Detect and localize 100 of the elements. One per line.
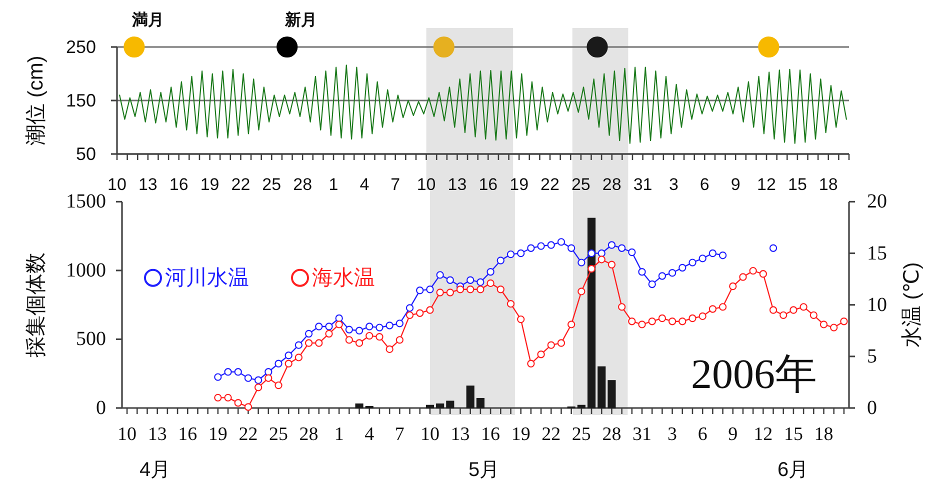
x-tick-label: 25 — [262, 175, 282, 194]
x-tick-label: 10 — [420, 424, 440, 445]
x-tick-label: 12 — [754, 424, 773, 445]
point — [718, 251, 727, 260]
point — [598, 249, 606, 258]
annotation: 2006年 — [691, 352, 817, 398]
x-tick-label: 10 — [118, 424, 137, 445]
point — [335, 314, 343, 322]
point — [557, 238, 566, 246]
point — [244, 374, 252, 382]
point — [648, 280, 656, 288]
x-tick-label: 22 — [540, 175, 560, 194]
y-axis-title: 潮位 (cm) — [24, 56, 48, 146]
x-tick-label: 7 — [394, 424, 404, 445]
y-tick-label: 50 — [76, 144, 96, 164]
point — [688, 258, 696, 266]
point — [254, 376, 262, 384]
point — [567, 244, 576, 252]
x-tick-label: 13 — [138, 175, 158, 194]
x-tick-label: 9 — [730, 175, 740, 194]
y2-tick-label: 0 — [867, 397, 877, 419]
point — [588, 249, 596, 258]
x-tick-label: 25 — [571, 175, 590, 194]
point — [527, 244, 535, 252]
bar — [426, 404, 434, 408]
x-tick-label: 15 — [784, 424, 803, 445]
x-tick-label: 15 — [788, 175, 807, 194]
point — [304, 330, 313, 338]
line-series — [119, 64, 847, 144]
x-tick-label: 25 — [269, 424, 288, 445]
bar — [476, 398, 484, 408]
point — [628, 248, 636, 256]
x-tick-label: 10 — [416, 175, 436, 194]
x-tick-label: 22 — [542, 424, 561, 445]
point — [325, 322, 333, 330]
point — [436, 271, 444, 279]
x-tick-label: 16 — [169, 175, 188, 194]
bar — [587, 218, 596, 408]
point — [476, 278, 484, 286]
x-tick-label: 13 — [450, 424, 470, 445]
point — [355, 326, 364, 334]
point — [668, 269, 676, 277]
y2-tick-label: 15 — [867, 242, 887, 264]
point — [294, 341, 303, 349]
point — [678, 264, 686, 272]
point — [406, 304, 414, 312]
x-tick-label: 19 — [511, 424, 530, 445]
y-tick-label: 500 — [76, 328, 106, 350]
x-tick-label: 31 — [632, 424, 652, 445]
x-tick-label: 22 — [231, 175, 250, 194]
legend-label: 海水温 — [312, 266, 375, 290]
bar — [466, 386, 474, 408]
point — [274, 360, 282, 368]
x-tick-label: 22 — [238, 424, 258, 445]
legend-label: 河川水温 — [165, 266, 249, 290]
bar — [577, 404, 586, 408]
x-tick-label: 3 — [669, 175, 678, 194]
y-axis-title: 採集個体数 — [24, 252, 48, 358]
y2-axis-title: 水温 (℃) — [900, 262, 924, 348]
point — [466, 276, 474, 284]
x-tick-label: 4 — [360, 175, 370, 194]
x-tick-label: 10 — [108, 175, 126, 194]
point — [446, 276, 454, 284]
x-tick-label: 3 — [668, 424, 678, 445]
text: 5月 — [468, 459, 500, 481]
point — [234, 368, 242, 376]
x-tick-label: 19 — [510, 175, 529, 194]
y2-tick-label: 20 — [867, 190, 887, 213]
point — [698, 254, 706, 262]
x-tick-label: 19 — [200, 175, 220, 194]
y-tick-label: 1500 — [66, 190, 106, 213]
bar — [436, 403, 444, 408]
x-tick-label: 13 — [448, 175, 467, 194]
x-tick-label: 28 — [293, 175, 312, 194]
point — [506, 250, 515, 258]
y-tick-label: 250 — [66, 37, 96, 57]
point — [769, 244, 778, 252]
point — [284, 352, 292, 360]
point — [638, 268, 646, 276]
annotation: 新月 — [284, 11, 318, 29]
point — [386, 322, 394, 330]
x-tick-label: 19 — [208, 424, 228, 445]
x-tick-label: 28 — [602, 175, 622, 194]
point — [366, 322, 374, 330]
y-tick-label: 1000 — [66, 259, 106, 282]
point — [264, 368, 272, 376]
point — [618, 244, 626, 252]
point — [345, 326, 354, 334]
point — [315, 322, 323, 330]
x-tick-label: 4 — [364, 424, 375, 445]
x-tick-label: 16 — [478, 175, 498, 194]
x-tick-label: 28 — [299, 424, 318, 445]
y2-tick-label: 10 — [867, 294, 887, 316]
point — [578, 258, 586, 266]
x-tick-label: 7 — [390, 175, 400, 194]
x-tick-label: 6 — [698, 424, 708, 445]
point — [224, 368, 232, 376]
x-tick-label: 9 — [728, 424, 738, 445]
point — [496, 256, 504, 264]
point — [658, 272, 666, 280]
